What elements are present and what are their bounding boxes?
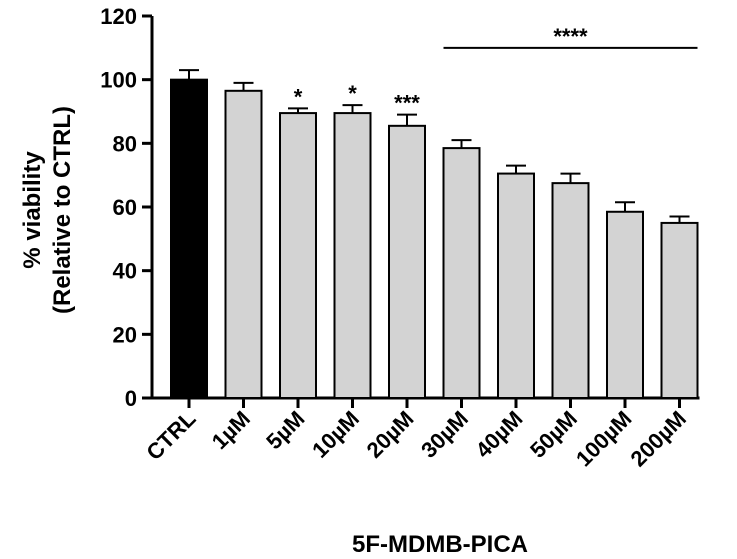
x-tick-label: 20µM [362, 406, 419, 463]
y-tick-label: 80 [113, 131, 137, 156]
y-tick-label: 60 [113, 195, 137, 220]
bar [333, 112, 372, 399]
y-axis-title-line2: (Relative to CTRL) [49, 106, 76, 314]
x-tick-label: 200µM [625, 406, 691, 472]
y-tick-label: 20 [113, 322, 137, 347]
significance-bracket-label: **** [553, 24, 588, 49]
y-tick-label: 100 [100, 68, 137, 93]
bar [442, 147, 481, 399]
bar [224, 89, 263, 400]
x-axis-title: 5F-MDMB-PICA [352, 531, 528, 558]
y-tick-label: 0 [125, 386, 137, 411]
y-tick-label: 40 [113, 259, 137, 284]
significance-marker: * [294, 84, 303, 109]
x-tick-label: 1µM [207, 406, 255, 454]
x-tick-label: 100µM [571, 406, 637, 472]
bar [551, 182, 590, 399]
bar [660, 221, 699, 399]
y-tick-label: 120 [100, 4, 137, 29]
bar [279, 112, 317, 399]
significance-annotations: * * ******* [294, 24, 698, 116]
significance-marker: * [348, 81, 357, 106]
y-axis-title-line1: % viability [19, 151, 46, 269]
x-tick-label: CTRL [141, 406, 200, 465]
x-tick-label: 10µM [307, 406, 364, 463]
bar [170, 78, 208, 400]
bar [497, 172, 535, 399]
bar [388, 124, 426, 399]
x-tick-label: 5µM [261, 406, 309, 454]
x-tick-label: 30µM [416, 406, 473, 463]
x-tick-label: 40µM [471, 406, 528, 463]
bar [606, 210, 644, 399]
bars [170, 69, 699, 400]
significance-marker: *** [394, 91, 420, 116]
